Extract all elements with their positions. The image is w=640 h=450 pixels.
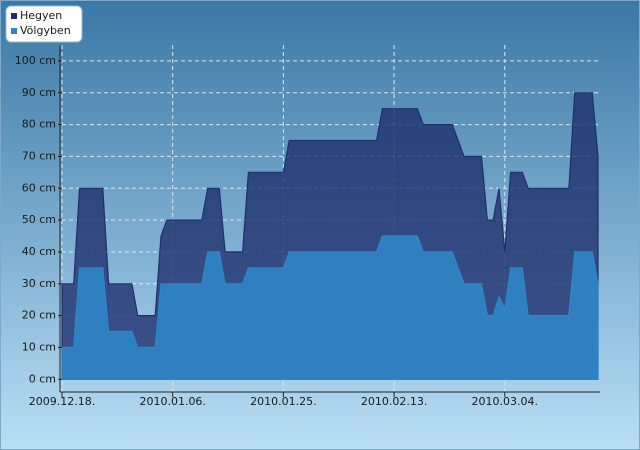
- y-tick-label: 80 cm: [22, 118, 56, 131]
- y-tick-label: 10 cm: [22, 340, 56, 353]
- y-tick-label: 20 cm: [22, 309, 56, 322]
- x-tick-label: 2010.03.04.: [472, 395, 538, 408]
- y-tick-label: 40 cm: [22, 245, 56, 258]
- legend-swatch: [11, 13, 17, 19]
- x-tick-label: 2010.01.06.: [139, 395, 205, 408]
- y-tick-label: 90 cm: [22, 86, 56, 99]
- legend-label: Völgyben: [20, 24, 71, 37]
- y-tick-label: 0 cm: [29, 372, 56, 385]
- legend-box: [5, 5, 83, 43]
- legend: Hegyen Völgyben: [5, 5, 83, 43]
- plot: [61, 92, 599, 380]
- y-tick-label: 60 cm: [22, 181, 56, 194]
- x-tick-label: 2010.01.25.: [250, 395, 316, 408]
- x-tick-label: 2009.12.18.: [29, 395, 95, 408]
- y-tick-label: 50 cm: [22, 213, 56, 226]
- y-tick-label: 100 cm: [15, 54, 56, 67]
- y-tick-label: 70 cm: [22, 149, 56, 162]
- y-tick-label: 30 cm: [22, 277, 56, 290]
- area: [61, 235, 599, 380]
- legend-swatch: [11, 28, 17, 34]
- x-tick-label: 2010.02.13.: [361, 395, 427, 408]
- legend-label: Hegyen: [20, 9, 62, 22]
- axes: 0 cm 10 cm 20 cm 30 cm 40 cm 50 cm 60 cm 70 cm 8…: [15, 45, 600, 408]
